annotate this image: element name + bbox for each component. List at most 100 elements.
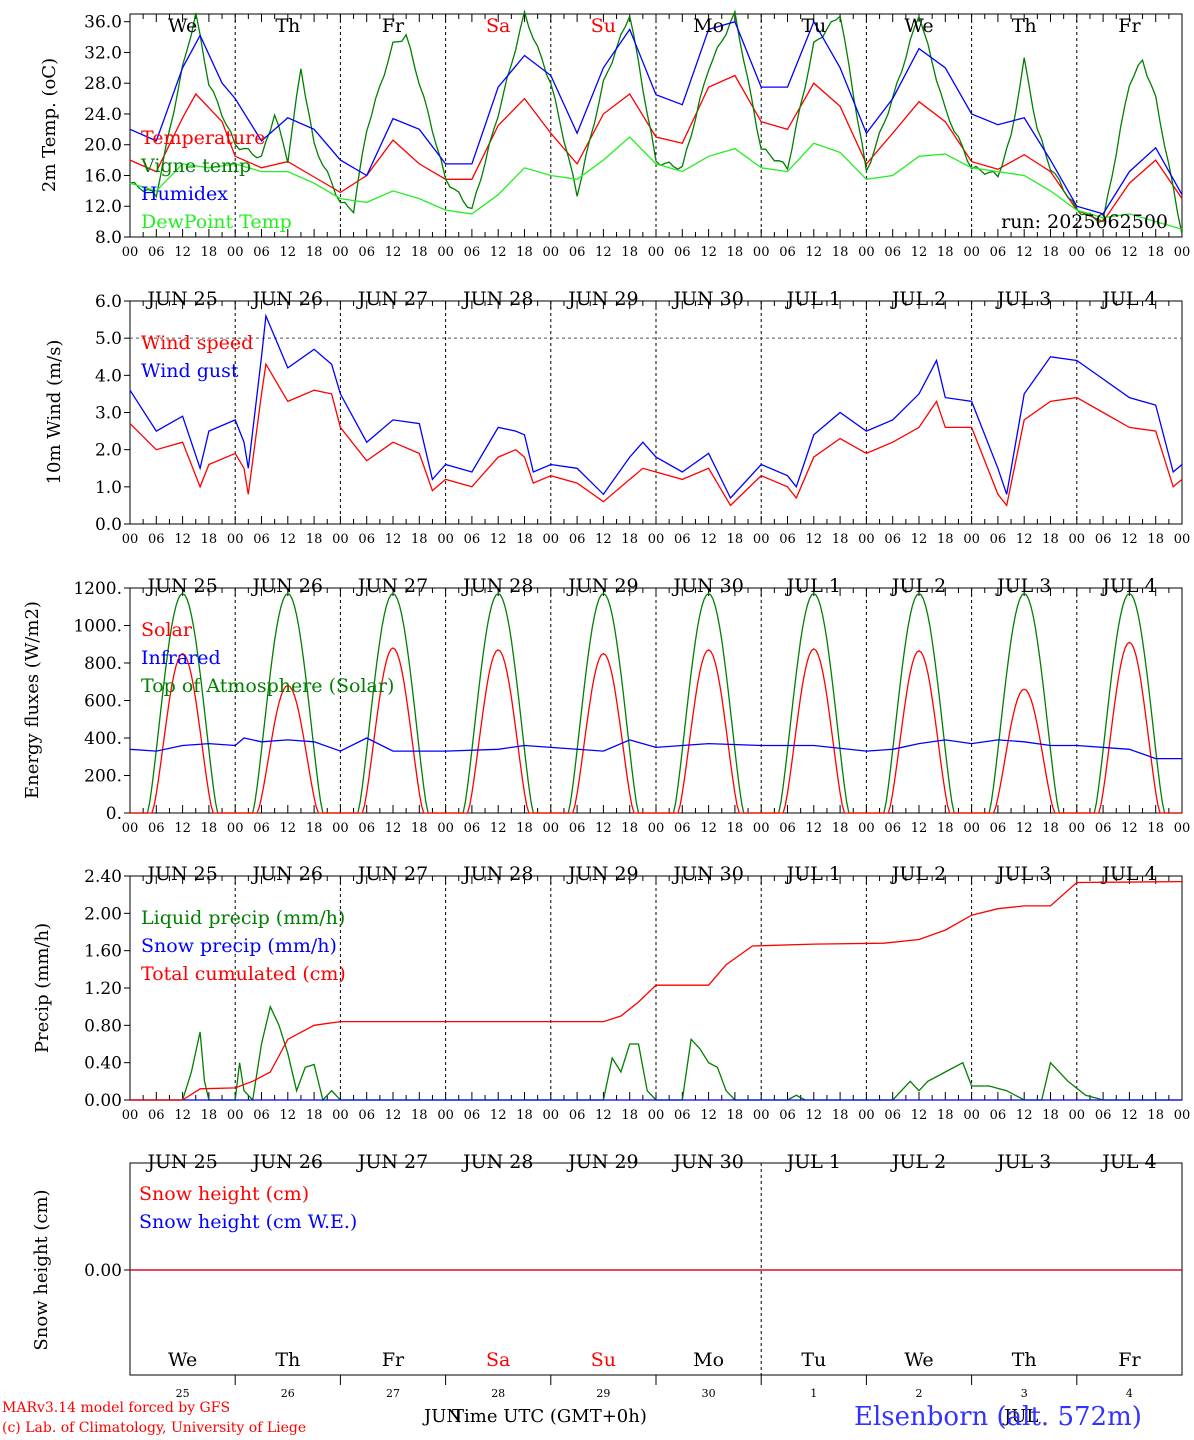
hour-tick-label: 00 bbox=[227, 821, 244, 836]
hour-tick-label: 12 bbox=[174, 821, 191, 836]
hour-tick-label: 18 bbox=[832, 532, 849, 547]
hour-tick-label: 12 bbox=[174, 1108, 191, 1123]
hour-tick-label: 18 bbox=[1042, 1108, 1059, 1123]
hour-tick-label: 18 bbox=[201, 821, 218, 836]
hour-tick-label: 06 bbox=[990, 821, 1007, 836]
hour-tick-label: 12 bbox=[806, 532, 823, 547]
legend-entry: Snow precip (mm/h) bbox=[141, 935, 337, 957]
hour-tick-label: 18 bbox=[1147, 1108, 1164, 1123]
date-label: JUN 26 bbox=[251, 1151, 323, 1173]
hour-tick-label: 18 bbox=[201, 532, 218, 547]
hour-tick-label: 06 bbox=[358, 1108, 375, 1123]
hour-tick-label: 06 bbox=[358, 532, 375, 547]
run-label: run: 2025062500 bbox=[1001, 211, 1168, 233]
hour-tick-label: 00 bbox=[437, 1108, 454, 1123]
hour-tick-label: 12 bbox=[174, 532, 191, 547]
hour-tick-label: 18 bbox=[727, 1108, 744, 1123]
hour-tick-label: 18 bbox=[516, 245, 533, 260]
model-credit: MARv3.14 model forced by GFS bbox=[2, 1400, 231, 1416]
hour-tick-label: 06 bbox=[884, 245, 901, 260]
hour-tick-label: 00 bbox=[753, 821, 770, 836]
hour-tick-label: 00 bbox=[332, 821, 349, 836]
hour-tick-label: 06 bbox=[1095, 532, 1112, 547]
hour-tick-label: 00 bbox=[332, 532, 349, 547]
hour-tick-label: 06 bbox=[1095, 1108, 1112, 1123]
date-label: JUN 28 bbox=[461, 288, 533, 310]
hour-tick-label: 12 bbox=[806, 821, 823, 836]
hour-tick-label: 12 bbox=[806, 1108, 823, 1123]
hour-tick-label: 12 bbox=[1016, 821, 1033, 836]
series-wind-speed bbox=[129, 362, 1183, 507]
hour-tick-label: 00 bbox=[1069, 532, 1086, 547]
date-label: JUL 4 bbox=[1100, 288, 1156, 310]
x-axis-title: Time UTC (GMT+0h) bbox=[452, 1406, 647, 1427]
hour-tick-label: 00 bbox=[1069, 1108, 1086, 1123]
date-label: JUN 28 bbox=[461, 863, 533, 885]
date-label: JUN 25 bbox=[145, 288, 217, 310]
y-tick-label: 36.0 bbox=[84, 13, 122, 33]
hour-tick-label: 06 bbox=[674, 532, 691, 547]
hour-tick-label: 12 bbox=[1121, 532, 1138, 547]
hour-tick-label: 18 bbox=[306, 245, 323, 260]
hour-tick-label: 12 bbox=[700, 821, 717, 836]
series-vigne-temp bbox=[129, 9, 1183, 235]
hour-tick-label: 18 bbox=[1147, 245, 1164, 260]
hour-tick-label: 12 bbox=[595, 245, 612, 260]
y-axis-title: Precip (mm/h) bbox=[32, 923, 53, 1053]
hour-tick-label: 12 bbox=[911, 245, 928, 260]
hour-tick-label: 18 bbox=[306, 1108, 323, 1123]
y-tick-label: 2.00 bbox=[84, 904, 122, 924]
hour-tick-label: 00 bbox=[753, 245, 770, 260]
precip-series bbox=[130, 880, 1183, 1102]
legend-entry: Liquid precip (mm/h) bbox=[141, 907, 345, 929]
panel-frame-1: 00 06 12 18 00 06 12 18 00 06 12 18 00 06 12 18 00 06 12 18… bbox=[122, 300, 1190, 597]
hour-tick-label: 12 bbox=[490, 245, 507, 260]
y-axis-title: Energy fluxes (W/m2) bbox=[22, 601, 43, 799]
hour-tick-label: 18 bbox=[937, 245, 954, 260]
hour-tick-label: 00 bbox=[227, 1108, 244, 1123]
y-axis-title: 10m Wind (m/s) bbox=[44, 340, 65, 485]
y-tick-label: 0.00 bbox=[84, 1091, 122, 1111]
hour-tick-label: 00 bbox=[1174, 245, 1191, 260]
hour-tick-label: 00 bbox=[1174, 1108, 1191, 1123]
y-tick-label: 800. bbox=[84, 654, 122, 674]
date-label: JUN 30 bbox=[671, 288, 743, 310]
hour-tick-label: 18 bbox=[306, 532, 323, 547]
y-tick-label: 24.0 bbox=[84, 105, 122, 125]
hour-tick-label: 06 bbox=[779, 821, 796, 836]
hour-tick-label: 00 bbox=[753, 1108, 770, 1123]
weekday-label: Sa bbox=[486, 1349, 510, 1371]
hour-tick-label: 00 bbox=[122, 821, 139, 836]
energy-series bbox=[129, 592, 1182, 814]
hour-tick-label: 12 bbox=[1121, 1108, 1138, 1123]
hour-tick-label: 18 bbox=[1042, 245, 1059, 260]
hour-tick-label: 06 bbox=[464, 821, 481, 836]
panel-border bbox=[129, 13, 1183, 238]
hour-tick-label: 06 bbox=[779, 1108, 796, 1123]
hour-tick-label: 00 bbox=[753, 532, 770, 547]
bottom-day-axis: We 25 Th 26 Fr 27 Sa 28 Su 29 Mo 30 Tu 1 We 2 Th 3 Fr 4 bbox=[168, 1349, 1141, 1400]
y-tick-label: 5.0 bbox=[95, 329, 122, 349]
series-total-cumulated-cm- bbox=[130, 880, 1183, 1101]
hour-tick-label: 12 bbox=[700, 245, 717, 260]
hour-tick-label: 06 bbox=[148, 821, 165, 836]
hour-tick-label: 06 bbox=[569, 821, 586, 836]
month-right-label: JUL bbox=[1004, 1406, 1039, 1427]
date-label: JUN 26 bbox=[251, 863, 323, 885]
hour-tick-label: 12 bbox=[911, 532, 928, 547]
weekday-label: Fr bbox=[1118, 1349, 1141, 1371]
hour-tick-label: 06 bbox=[990, 1108, 1007, 1123]
hour-tick-label: 18 bbox=[937, 821, 954, 836]
hour-tick-label: 00 bbox=[648, 821, 665, 836]
hour-tick-label: 12 bbox=[280, 245, 297, 260]
y-tick-label: 32.0 bbox=[84, 43, 122, 63]
temperature-series bbox=[129, 9, 1183, 235]
date-label: JUL 1 bbox=[785, 1151, 841, 1173]
hour-tick-label: 12 bbox=[280, 821, 297, 836]
hour-tick-label: 00 bbox=[332, 1108, 349, 1123]
hour-tick-label: 12 bbox=[385, 245, 402, 260]
weekday-label: We bbox=[168, 15, 197, 37]
date-label: JUL 3 bbox=[995, 288, 1051, 310]
panel-frame-2: 00 06 12 18 00 06 12 18 00 06 12 18 00 06 12 18 00 06 12 18… bbox=[122, 587, 1190, 885]
